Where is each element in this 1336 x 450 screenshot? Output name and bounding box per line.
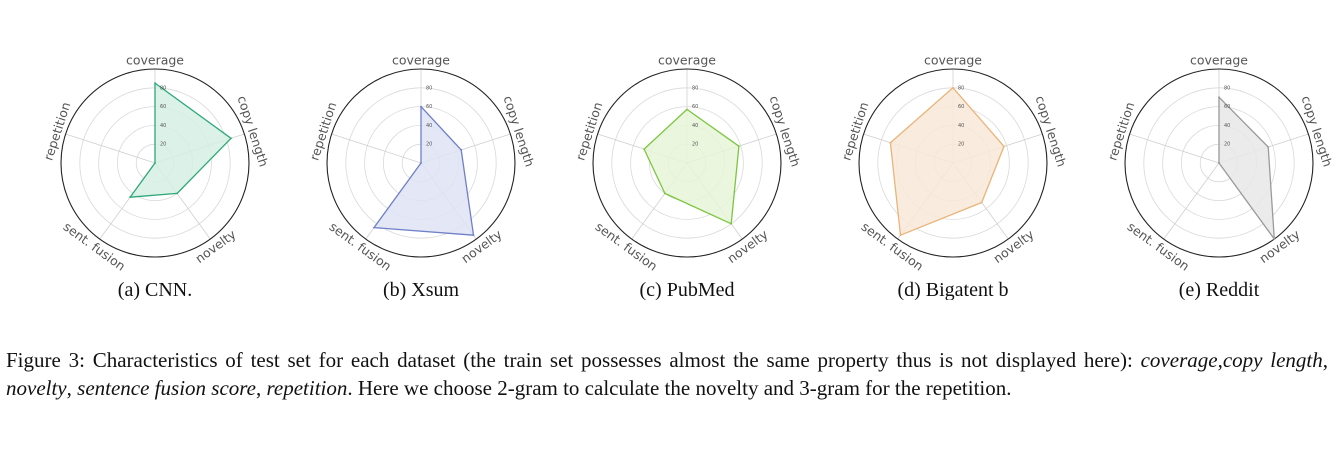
tick-label: 40 [1224,123,1230,129]
point-repetition [420,162,422,164]
subfigure-caption: (d) Bigatent b [897,279,1008,300]
figure-caption: Figure 3: Characteristics of test set fo… [6,346,1328,402]
outer-frame [60,68,250,258]
subfigure-caption: (c) PubMed [640,279,735,300]
spoke-repetition [65,133,156,164]
tick-label: 80 [1224,85,1230,91]
subfigure-caption: (b) Xsum [383,279,460,300]
tick-label: 60 [692,104,698,110]
point-copy-length [738,145,740,148]
axis-label-repetition: repetition [307,100,340,162]
tick-label: 80 [958,85,964,91]
tick-label: 60 [1224,104,1230,110]
point-repetition [154,162,156,164]
point-copy-length [460,149,463,151]
caption-term-repetition: repetition [266,376,348,400]
point-coverage [154,82,156,84]
spoke-sent-fusion [1163,162,1220,240]
point-copy-length [230,137,232,140]
subfigure-caption: (e) Reddit [1179,279,1260,300]
point-novelty [980,201,983,204]
point-sent-fusion [129,196,132,199]
caption-term-sentence-fusion: sentence fusion score [77,376,256,400]
point-novelty [472,234,475,237]
tick-label: 20 [1224,142,1230,148]
point-novelty [176,192,179,195]
point-sent-fusion [664,192,666,195]
tick-label: 80 [160,85,166,91]
axis-label-sent-fusion: sent. fusion [593,219,661,274]
axis-label-coverage: coverage [924,53,982,68]
series-polygon [889,87,1005,236]
subfigure-caption: (a) CNN. [118,279,192,300]
point-repetition [889,141,892,144]
tick-label: 40 [160,123,166,129]
axis-label-copy-length: copy length [500,94,537,169]
axis-label-copy-length: copy length [1032,94,1069,169]
outer-frame [858,68,1048,258]
tick-label: 60 [958,104,964,110]
point-coverage [686,108,688,111]
caption-term-novelty: novelty [6,376,67,400]
tick-label: 20 [958,142,964,148]
point-coverage [1218,96,1220,99]
caption-sep: , [1217,348,1223,372]
point-coverage [420,105,422,108]
caption-sep: , [66,376,78,400]
point-sent-fusion [373,226,375,229]
series-polygon [1218,96,1275,240]
outer-frame [326,68,516,258]
axis-label-repetition: repetition [839,100,872,162]
point-novelty [1273,238,1276,240]
point-coverage [952,86,954,89]
tick-label: 60 [160,104,166,110]
tick-label: 40 [692,123,698,129]
point-copy-length [1003,145,1005,148]
tick-label: 20 [692,142,698,148]
tick-label: 80 [692,85,698,91]
axis-label-copy-length: copy length [766,94,803,169]
axis-label-coverage: coverage [392,53,450,68]
point-repetition [643,148,645,151]
axis-label-coverage: coverage [1190,53,1248,68]
axis-label-coverage: coverage [126,53,184,68]
tick-label: 80 [426,85,432,91]
tick-label: 20 [426,142,432,148]
series-polygon [129,82,232,198]
outer-frame [1124,68,1314,258]
caption-sep: , [1322,348,1328,372]
caption-term-coverage: coverage [1140,348,1218,372]
tick-label: 40 [426,123,432,129]
caption-tail: . Here we choose 2-gram to calculate the… [347,376,1012,400]
point-sent-fusion [899,234,902,237]
axis-label-repetition: repetition [41,100,74,162]
point-repetition [1218,162,1220,164]
axis-label-repetition: repetition [1105,100,1138,162]
point-novelty [730,222,733,225]
axis-label-repetition: repetition [573,100,606,162]
caption-sep: , [255,376,267,400]
axis-label-copy-length: copy length [234,94,271,169]
outer-frame [592,68,782,258]
axis-label-sent-fusion: sent. fusion [1125,219,1193,274]
caption-lead: Figure 3: Characteristics of test set fo… [6,348,1141,372]
spoke-repetition [331,133,422,164]
point-copy-length [1267,146,1270,148]
tick-label: 40 [958,123,964,129]
series-polygon [373,105,475,236]
caption-term-copy-length: copy length [1222,348,1323,372]
series-polygon [643,108,740,225]
axis-label-copy-length: copy length [1298,94,1335,169]
tick-label: 60 [426,104,432,110]
tick-label: 20 [160,142,166,148]
spoke-repetition [1129,133,1220,164]
axis-label-coverage: coverage [658,53,716,68]
axis-label-sent-fusion: sent. fusion [61,219,129,274]
